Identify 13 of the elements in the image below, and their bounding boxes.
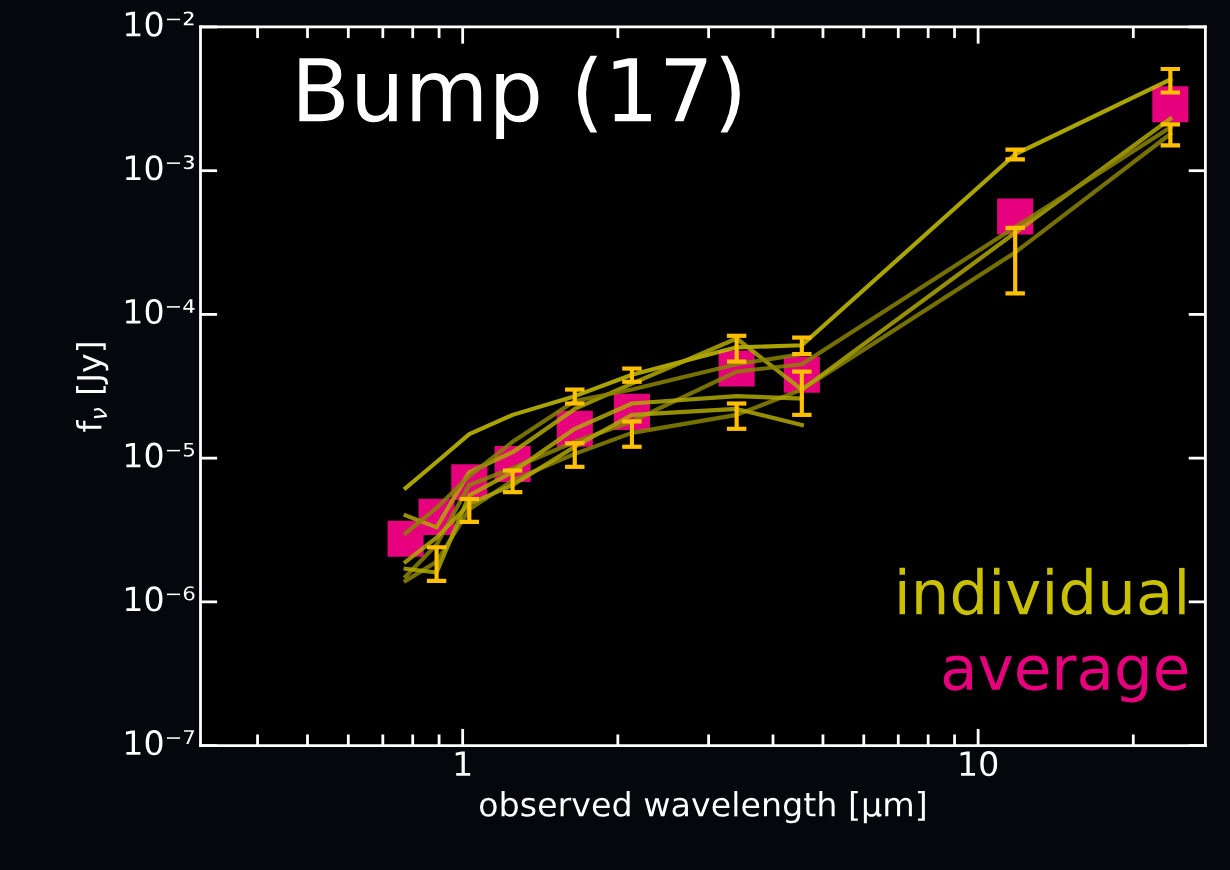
y-tick-label: 10⁻⁴ [125,298,195,325]
y-tick-label: 10⁻⁵ [125,442,195,468]
y-tick-label: 10⁻² [125,11,194,37]
x-axis-title: observed wavelength [μm] [479,791,925,824]
y-axis-title: f$_{ν}$ [Jy] [76,343,109,432]
text: individual [899,567,1185,616]
x-tick-label: 1 [455,751,471,776]
annotation: Bump (17) [299,55,740,140]
y-tick-label: 10⁻³ [125,155,194,181]
y-tick-label: 10⁻⁶ [125,586,195,612]
text: average [943,655,1188,703]
y-tick-label: 10⁻⁷ [125,730,195,756]
x-tick-label: 10 [960,751,998,777]
